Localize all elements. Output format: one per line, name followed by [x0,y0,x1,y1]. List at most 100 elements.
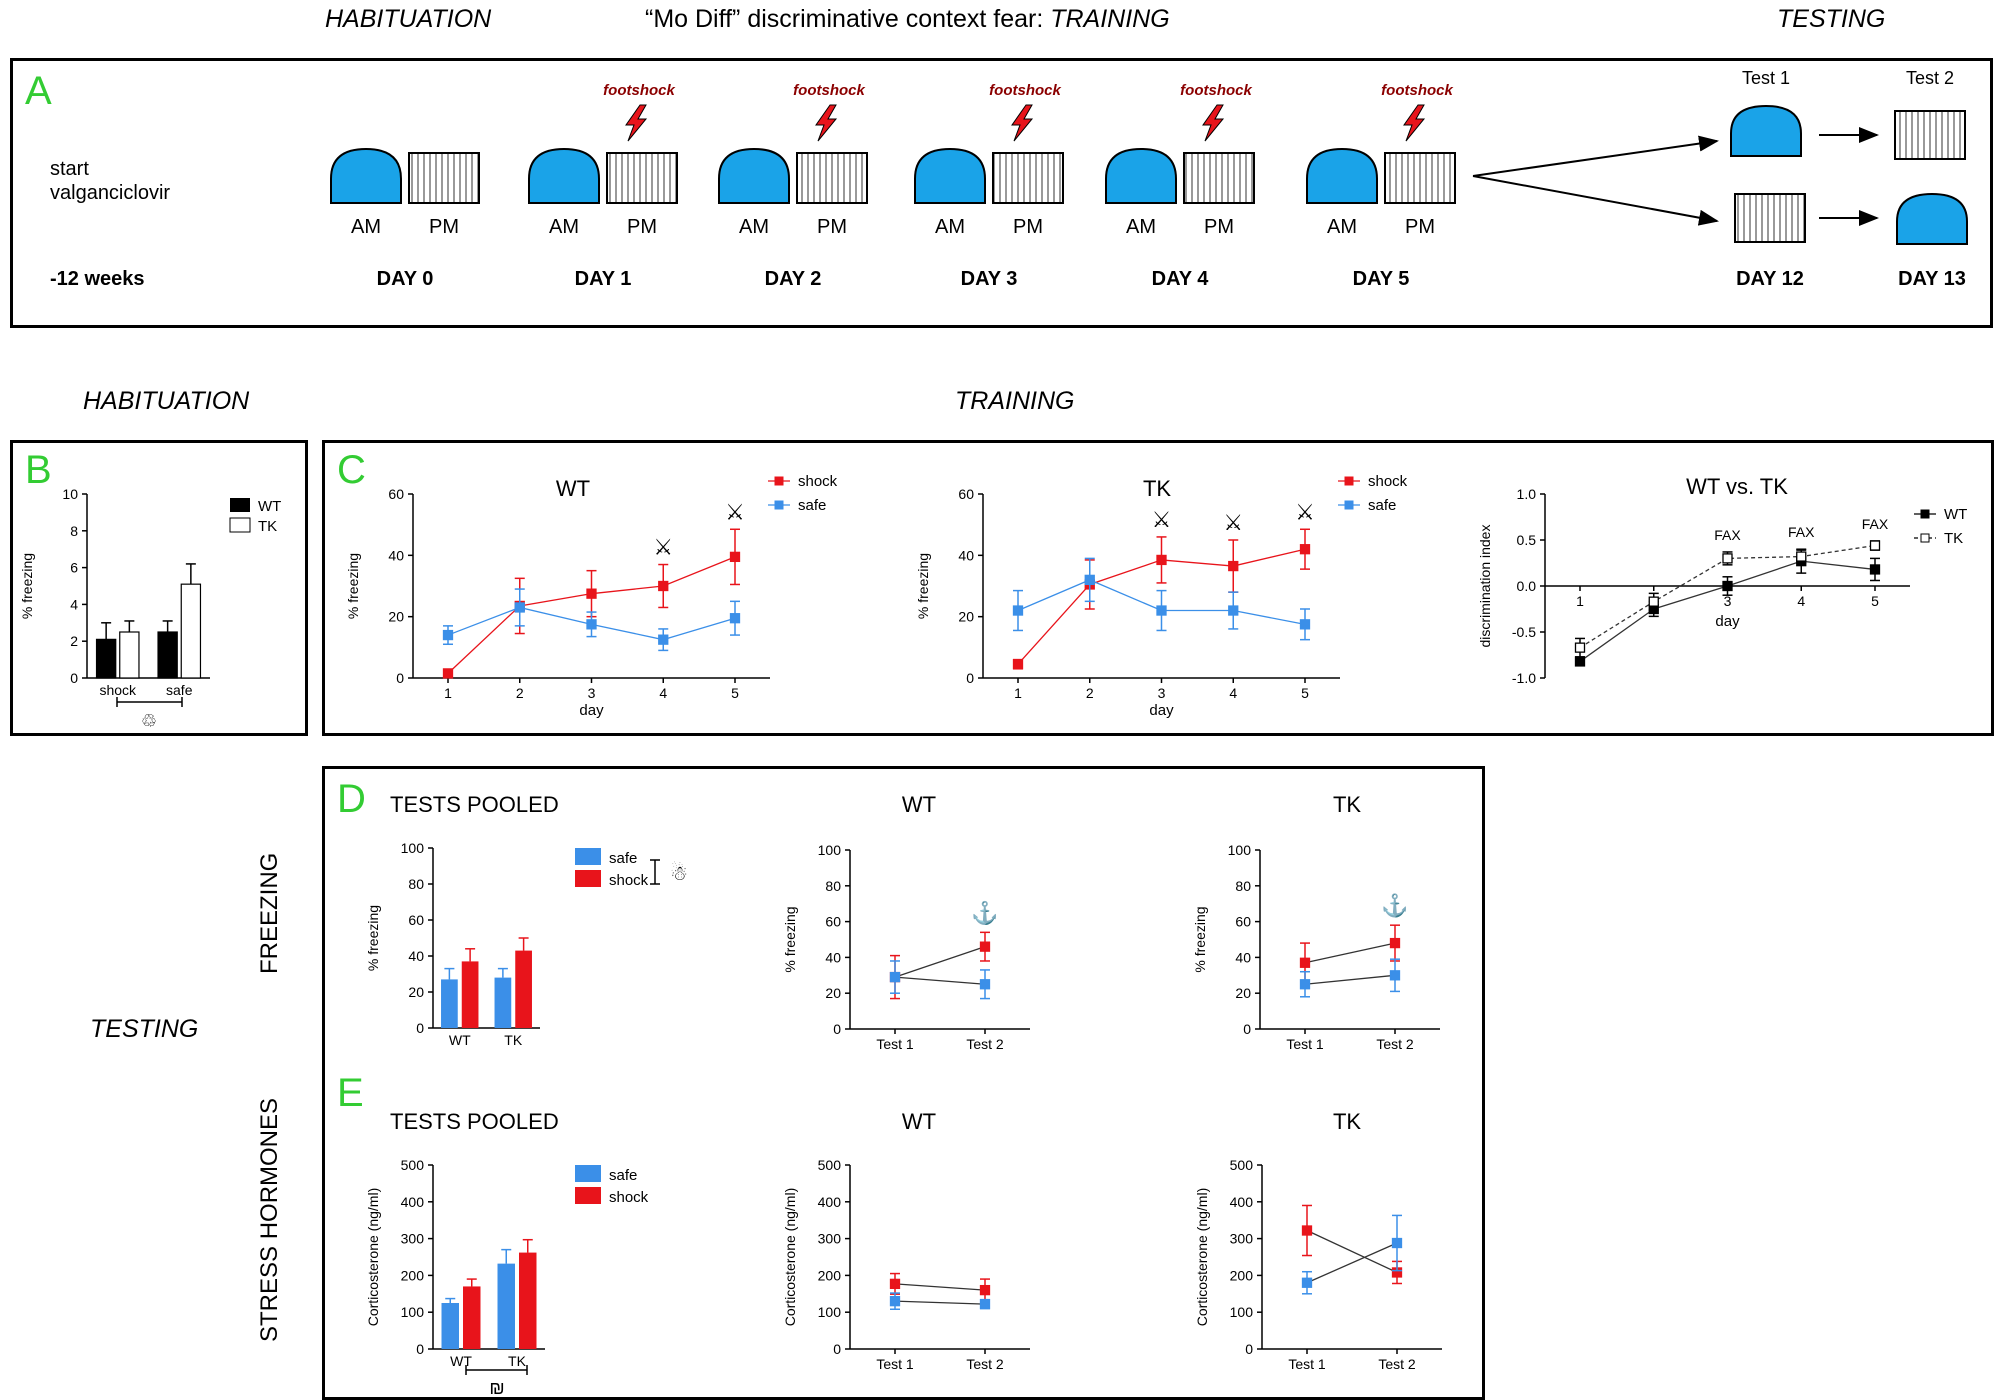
pm-label: PM [1405,216,1435,238]
y-tick-label: 300 [1230,1231,1254,1247]
day-label: DAY 1 [575,268,632,290]
chart-title: TESTS POOLED [390,792,559,817]
day12-box [1734,193,1806,243]
x-tick-label: 3 [588,685,596,701]
point-safe-5 [1299,619,1311,630]
day-label: DAY 2 [765,268,822,290]
legend-label: safe [609,1167,637,1184]
y-tick-label: 4 [70,596,78,612]
footshock-label: footshock [989,82,1061,99]
context-b-box [796,152,868,204]
y-axis-label: % freezing [365,905,381,971]
legend-label: TK [258,518,277,535]
chart-title: WT [902,792,936,817]
x-tick-label: Test 2 [966,1036,1004,1052]
y-tick-label: 400 [1230,1194,1254,1210]
point-shock-Test 1 [889,1278,901,1290]
y-tick-label: 2 [70,633,78,649]
legend-swatch [575,1187,601,1204]
point-safe-Test 1 [1301,1277,1313,1288]
point-safe-2 [514,602,525,613]
y-axis-label: % freezing [19,553,35,619]
legend-item-shock: shock [768,473,838,490]
y-axis-label: Corticosterone (ng/ml) [365,1188,381,1327]
y-tick-label: 60 [388,486,404,502]
y-tick-label: -0.5 [1512,624,1536,640]
y-tick-label: 80 [408,876,424,892]
legend-label: safe [609,850,637,867]
point-safe-Test 1 [889,971,901,983]
y-axis-label: % freezing [345,553,361,619]
header-training-italic: TRAINING [1050,5,1170,33]
y-tick-label: 40 [408,948,424,964]
x-tick-label: 4 [1229,685,1237,701]
am-label: AM [351,216,381,238]
y-tick-label: 200 [1230,1267,1254,1283]
bar-safe-WT [441,1303,459,1349]
x-tick-label: Test 2 [1378,1356,1416,1372]
chart-E3: 0 100 200 300 400 500 Corticosterone (ng/ml) Te… [1194,1157,1442,1372]
significance-marker: ⚔ [725,499,745,524]
y-tick-label: -1.0 [1512,670,1536,686]
y-tick-label: 500 [1230,1157,1254,1173]
legend-item-shock: shock [575,1187,649,1206]
series-line-safe [894,976,986,985]
chart-title: TK [1333,792,1361,817]
point-WT-1 [1574,656,1586,667]
y-tick-label: 0.0 [1517,578,1537,594]
point-shock-1 [1012,659,1024,670]
y-tick-label: 100 [1228,842,1252,858]
x-tick-label: WT [450,1353,472,1369]
point-TK-1 [1574,642,1586,653]
x-tick-label: WT [449,1032,471,1048]
y-tick-label: 500 [401,1157,425,1173]
y-tick-label: 100 [401,1304,425,1320]
y-tick-label: 1.0 [1517,486,1537,502]
significance-marker: ⚔ [1152,507,1172,532]
context-b-box [992,152,1064,204]
point-safe-5 [729,613,741,624]
legend-label: shock [798,473,838,490]
point-safe-Test 2 [979,979,991,990]
y-tick-label: 100 [818,1304,842,1320]
significance-marker: FAX [1714,527,1741,543]
y-tick-label: 400 [401,1194,425,1210]
y-tick-label: 0 [833,1341,841,1357]
context-b-box [606,152,678,204]
y-tick-label: 0 [1243,1021,1251,1037]
chart-title: TK [1333,1109,1361,1134]
point-shock-5 [729,551,741,563]
chart-title: WT vs. TK [1686,474,1788,499]
y-tick-label: 0 [416,1020,424,1036]
x-tick-label: 5 [1301,685,1309,701]
pm-label: PM [429,216,459,238]
context-b-box [1384,152,1456,204]
y-tick-label: 0 [1245,1341,1253,1357]
significance-marker: ⚔ [653,535,673,560]
x-tick-label: TK [504,1032,523,1048]
x-tick-label: shock [99,682,137,698]
footshock-label: footshock [1381,82,1453,99]
y-tick-label: 20 [1235,985,1251,1001]
day-label: DAY 0 [377,268,434,290]
point-WT-5 [1869,564,1881,575]
test1-label: Test 1 [1742,68,1790,88]
y-tick-label: 40 [825,949,841,965]
chart-title: TK [1143,476,1171,501]
point-safe-3 [1156,605,1167,616]
y-tick-label: 0 [70,670,78,686]
panel-letter-c: C [337,448,366,492]
legend-label: WT [1944,506,1967,523]
bar-shock-WT [461,961,479,1028]
legend-item-shock: shock [575,870,649,889]
y-tick-label: 100 [818,842,842,858]
significance-marker: ♲ [141,711,157,731]
context-a-dome [718,147,790,204]
legend-item-safe: safe [575,1165,637,1184]
y-tick-label: 40 [388,547,404,563]
point-shock-4 [1228,560,1239,572]
y-tick-label: 20 [408,984,424,1000]
x-tick-label: 4 [1797,593,1805,609]
context-a-dome [914,147,986,204]
